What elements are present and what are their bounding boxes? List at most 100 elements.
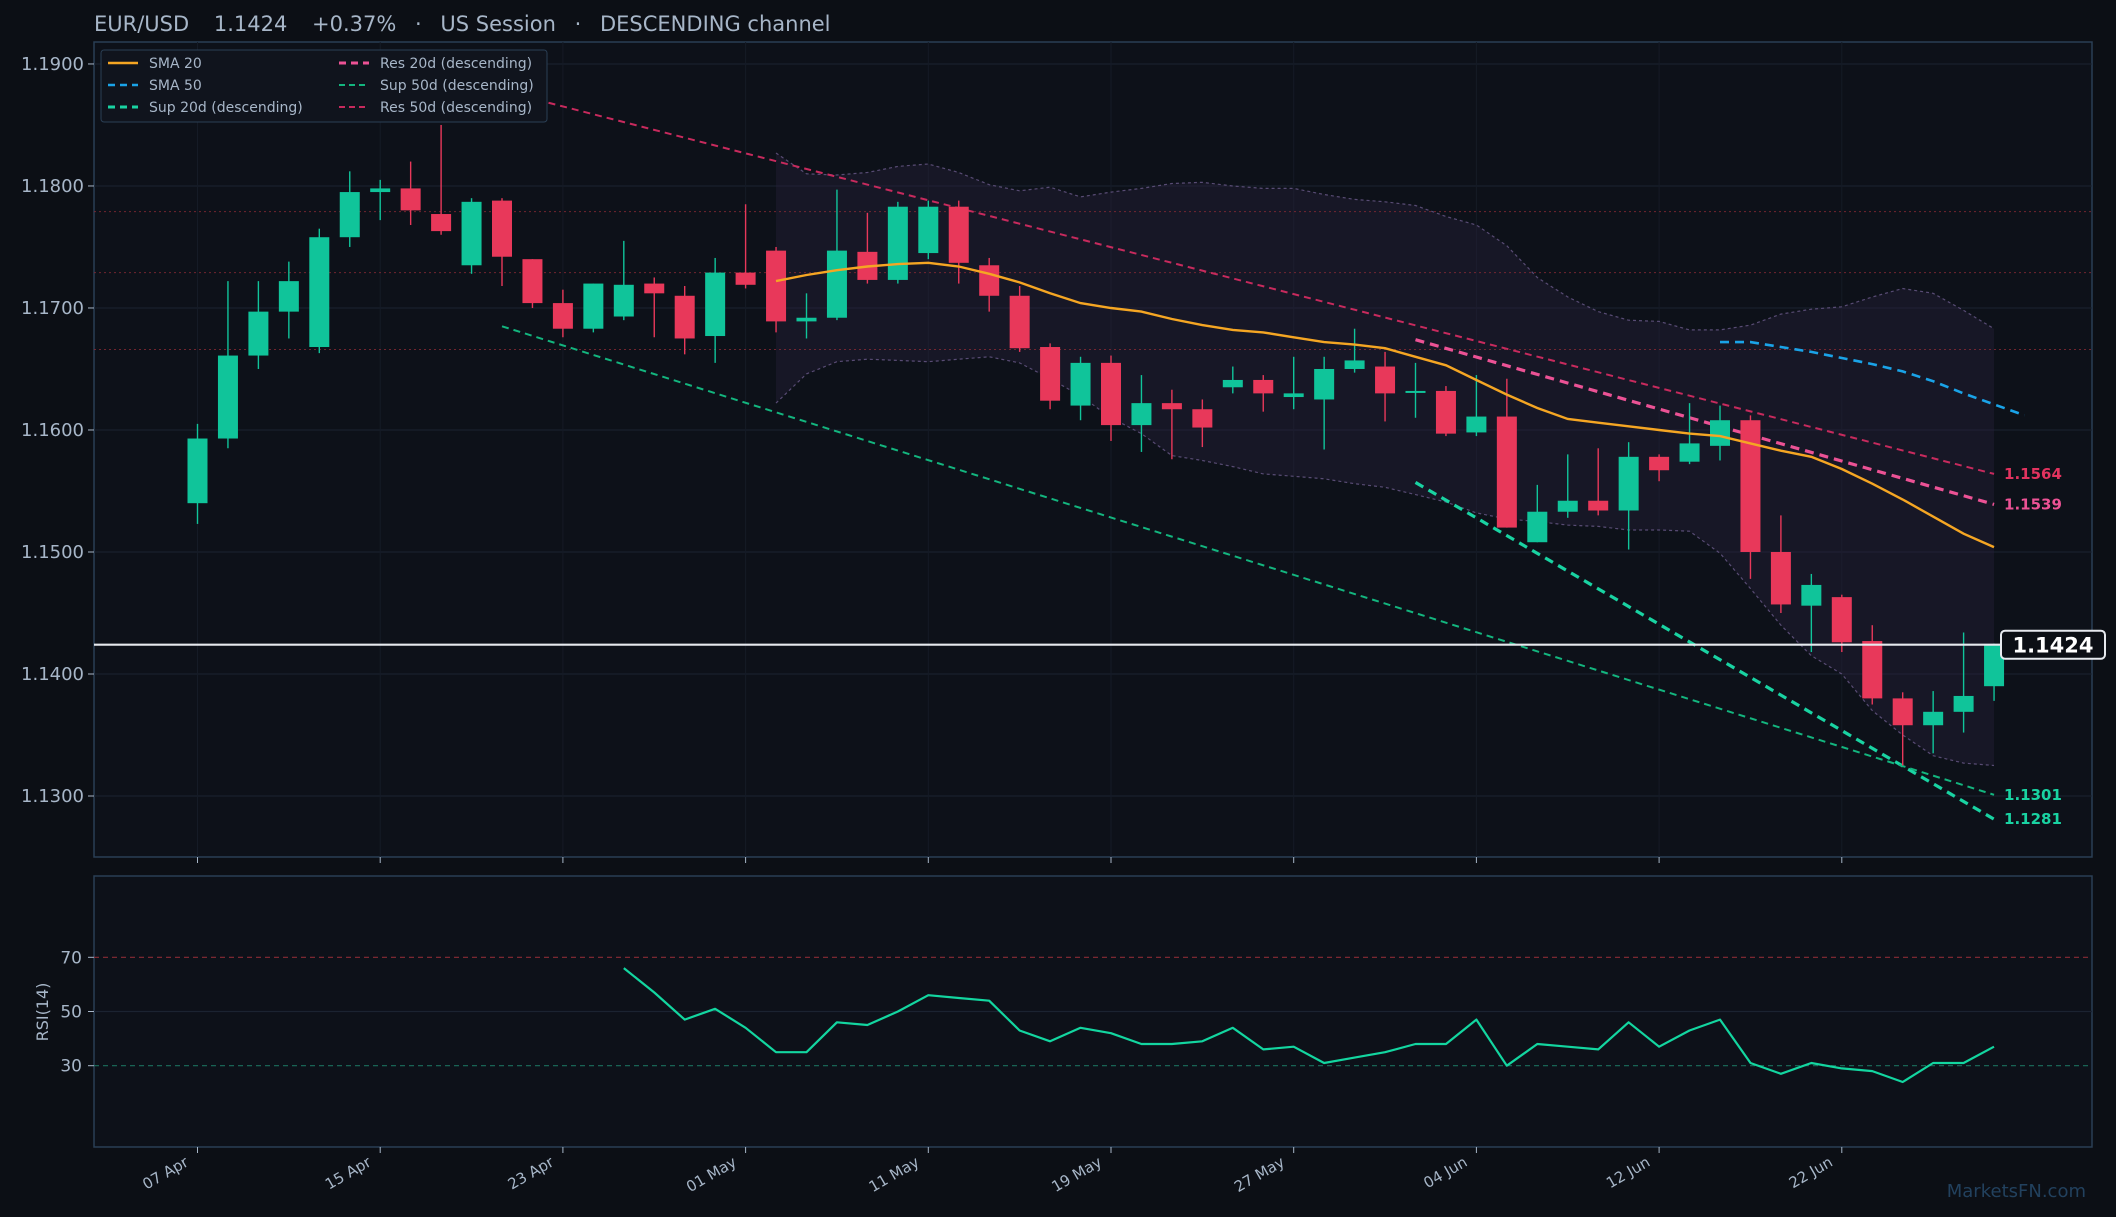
- candle-body: [1131, 403, 1152, 426]
- candle-body: [796, 317, 817, 322]
- candle-body: [431, 214, 452, 232]
- x-tick-label: 12 Jun: [1603, 1153, 1653, 1192]
- candle-body: [705, 272, 726, 337]
- candle-body: [1649, 456, 1670, 471]
- candle-body: [1009, 295, 1030, 349]
- candle-body: [1192, 409, 1213, 428]
- candle-body: [826, 250, 847, 318]
- band-fill: [776, 153, 1994, 766]
- pair-label: EUR/USD: [94, 12, 189, 36]
- candle-body: [1314, 368, 1335, 400]
- candle-body: [948, 206, 969, 263]
- rsi-tick-label: 30: [60, 1057, 82, 1077]
- x-tick-label: 11 May: [866, 1153, 923, 1196]
- price-tick-label: 1.1500: [21, 542, 84, 563]
- candle-body: [1831, 597, 1852, 643]
- price-tick-label: 1.1600: [21, 420, 84, 441]
- trendline: [501, 325, 1995, 796]
- candles: [187, 124, 2005, 766]
- candle-body: [1618, 456, 1639, 511]
- candle-body: [1344, 360, 1365, 369]
- candle-body: [1557, 500, 1578, 512]
- horizontal-levels: [94, 211, 2092, 350]
- candle-body: [1527, 511, 1548, 543]
- candle-body: [979, 265, 1000, 296]
- candle-body: [1984, 644, 2005, 687]
- candle-body: [1070, 362, 1091, 406]
- moving-averages: [775, 261, 2025, 549]
- candle-body: [1040, 347, 1061, 401]
- legend-res20: Res 20d (descending): [380, 56, 532, 72]
- band-lower: [775, 356, 1995, 767]
- candle-body: [217, 355, 238, 439]
- trendlines: [501, 89, 1995, 821]
- candle-body: [613, 284, 634, 317]
- rsi-tick-label: 70: [60, 948, 82, 968]
- candle-body: [552, 303, 573, 329]
- candle-body: [1405, 390, 1426, 393]
- candle-body: [492, 200, 512, 257]
- price-tick-label: 1.1900: [21, 54, 84, 75]
- candle-body: [1283, 393, 1304, 398]
- price-label: 1.1424: [214, 12, 287, 36]
- candle-body: [1740, 420, 1761, 552]
- chart-header: EUR/USD 1.1424 +0.37% · US Session · DES…: [94, 12, 831, 36]
- x-tick-label: 15 Apr: [322, 1152, 375, 1193]
- candle-body: [278, 281, 299, 312]
- change-label: +0.37%: [312, 12, 396, 36]
- price-tick-label: 1.1800: [21, 176, 84, 197]
- candle-body: [522, 259, 543, 304]
- legend-sma20: SMA 20: [149, 56, 202, 72]
- candle-body: [1862, 641, 1883, 699]
- trendline-label: 1.1301: [2004, 786, 2062, 804]
- price-tick-label: 1.1300: [21, 786, 84, 807]
- rsi-polyline: [623, 967, 1995, 1084]
- legend-sma50: SMA 50: [149, 78, 202, 94]
- candle-body: [644, 283, 665, 294]
- candle-body: [1892, 698, 1913, 726]
- candle-body: [887, 206, 908, 280]
- separator: ·: [415, 12, 422, 36]
- candle-body: [1770, 551, 1791, 605]
- candle-body: [1679, 443, 1700, 462]
- candle-body: [400, 188, 421, 211]
- watermark: MarketsFN.com: [1947, 1181, 2086, 1202]
- candle-body: [1588, 500, 1609, 511]
- candle-body: [1375, 366, 1396, 394]
- trendline-label: 1.1564: [2004, 465, 2062, 483]
- candle-body: [918, 206, 939, 254]
- x-tick-label: 22 Jun: [1786, 1153, 1836, 1192]
- candle-body: [461, 201, 482, 266]
- candle-body: [187, 438, 208, 504]
- trendline-label: 1.1281: [2004, 810, 2062, 828]
- x-tick-label: 27 May: [1231, 1153, 1288, 1196]
- candle-body: [1710, 420, 1730, 446]
- sma20-line: [775, 261, 1995, 549]
- candle-body: [735, 272, 756, 285]
- legend-box: [100, 49, 548, 123]
- candle-body: [1801, 584, 1822, 606]
- rsi-y-axis: 30 50 70: [60, 948, 94, 1077]
- x-tick-label: 04 Jun: [1420, 1153, 1470, 1192]
- trendline-labels: 1.1539 1.1564 1.1281 1.1301: [2004, 465, 2062, 828]
- candle-body: [370, 188, 391, 193]
- candle-body: [309, 237, 330, 348]
- last-price-tag: [2000, 629, 2106, 660]
- x-tick-label: 01 May: [683, 1153, 740, 1196]
- candle-body: [1161, 403, 1182, 410]
- volatility-band: [775, 152, 1995, 767]
- channel-label: DESCENDING channel: [600, 12, 831, 36]
- candle-body: [1253, 379, 1274, 394]
- x-tick-label: 23 Apr: [505, 1152, 558, 1193]
- x-tick-label: 07 Apr: [139, 1152, 192, 1193]
- trendline: [1415, 338, 1995, 506]
- rsi-axis-label: RSI(14): [33, 983, 52, 1042]
- trendline: [501, 89, 1995, 475]
- band-upper: [775, 152, 1995, 331]
- candle-body: [1923, 711, 1944, 726]
- candle-body: [766, 250, 787, 322]
- candle-body: [248, 311, 269, 356]
- x-tick-label: 19 May: [1048, 1153, 1105, 1196]
